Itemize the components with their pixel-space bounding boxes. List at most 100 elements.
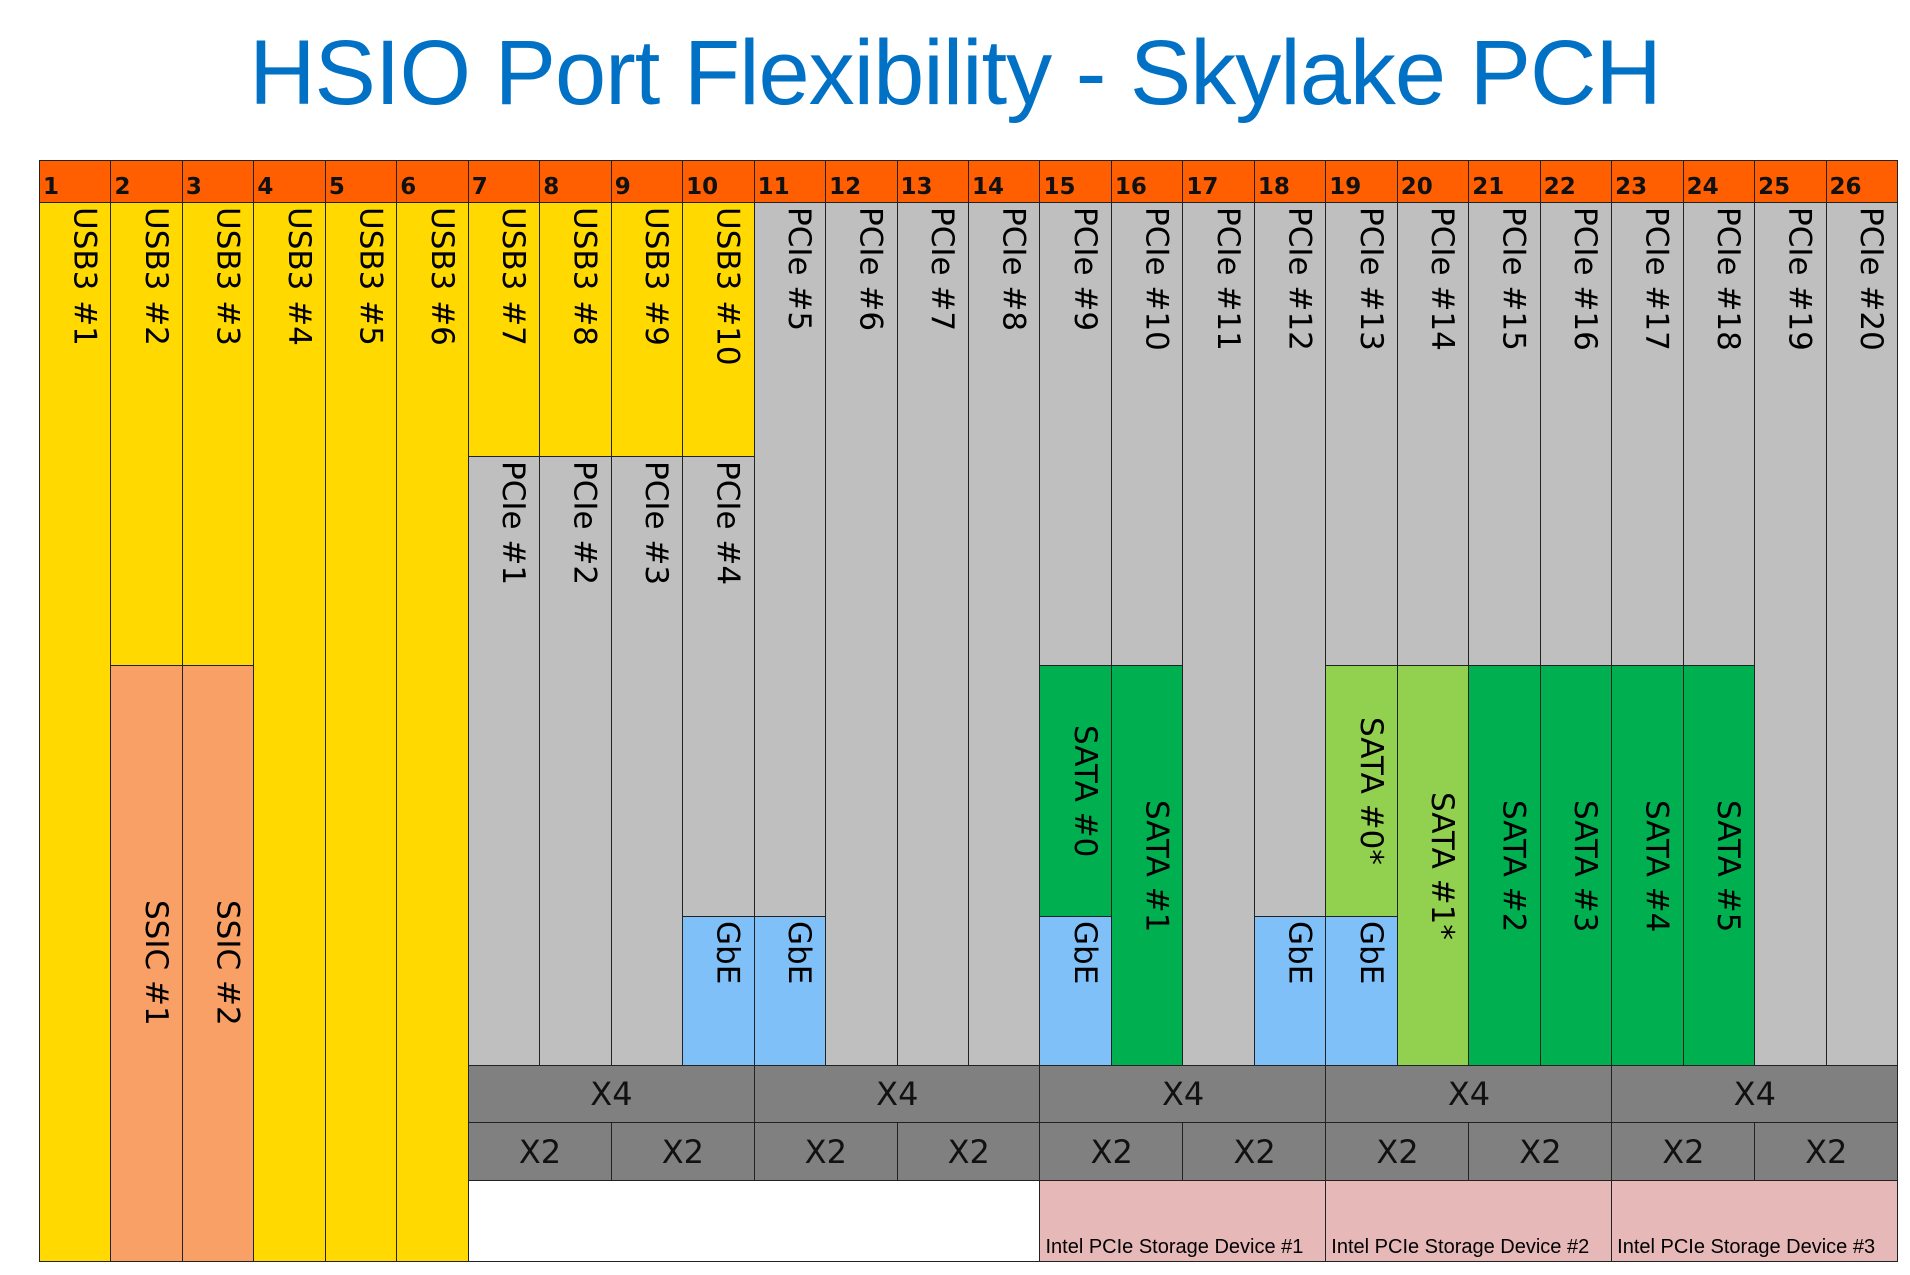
lane-function-pcie-label: PCIe #1	[495, 461, 532, 586]
lane-function-usb3-label: USB3 #4	[280, 207, 317, 346]
lane-number-header: 23	[1611, 160, 1685, 204]
lane-function-gbe: GbE	[682, 916, 756, 1067]
x4-link-group: X4	[1039, 1065, 1327, 1124]
lane-function-gbe-label: GbE	[781, 921, 818, 985]
lane-function-gbe-label: GbE	[709, 921, 746, 985]
lane-function-sata-label: SATA #1	[1138, 799, 1175, 932]
lane-number-header: 8	[539, 160, 613, 204]
lane-function-usb3-label: USB3 #3	[209, 207, 246, 346]
lane-function-pcie: PCIe #3	[610, 456, 684, 1067]
lane-function-pcie-label: PCIe #17	[1638, 207, 1675, 351]
lane-function-ssic: SSIC #1	[110, 665, 184, 1262]
lane-function-pcie: PCIe #14	[1396, 202, 1470, 667]
empty-storage-area	[467, 1180, 1041, 1262]
lane-function-usb3-label: USB3 #5	[352, 207, 389, 346]
lane-function-gbe: GbE	[1325, 916, 1399, 1067]
lane-number-header: 26	[1825, 160, 1899, 204]
lane-function-pcie-label: PCIe #2	[566, 461, 603, 586]
x2-link-group: X2	[753, 1122, 899, 1182]
lane-number-header: 14	[968, 160, 1041, 204]
lane-function-usb3-label: USB3 #1	[66, 207, 103, 346]
lane-number-header: 12	[825, 160, 899, 204]
lane-function-gbe-label: GbE	[1281, 921, 1318, 985]
lane-number-header: 2	[110, 160, 184, 204]
lane-number-header: 21	[1468, 160, 1542, 204]
x2-link-group: X2	[467, 1122, 613, 1182]
x4-link-group: X4	[753, 1065, 1041, 1124]
lane-function-pcie-label: PCIe #13	[1352, 207, 1389, 351]
lane-number-header: 22	[1539, 160, 1613, 204]
lane-function-pcie: PCIe #15	[1468, 202, 1542, 667]
lane-function-sata-alt-label: SATA #1*	[1424, 791, 1461, 940]
lane-function-pcie-label: PCIe #12	[1281, 207, 1318, 351]
lane-number-header: 9	[610, 160, 684, 204]
lane-function-sata-label: SATA #5	[1710, 799, 1747, 932]
pcie-storage-device: Intel PCIe Storage Device #1	[1039, 1180, 1327, 1262]
lane-function-gbe: GbE	[1253, 916, 1327, 1067]
pcie-storage-device: Intel PCIe Storage Device #3	[1611, 1180, 1899, 1262]
lane-function-sata: SATA #2	[1468, 665, 1542, 1067]
lane-function-pcie: PCIe #6	[825, 202, 899, 1067]
lane-function-usb3: USB3 #1	[39, 202, 112, 1262]
lane-number-header: 17	[1182, 160, 1256, 204]
lane-function-pcie-label: PCIe #4	[709, 461, 746, 586]
lane-function-pcie-label: PCIe #8	[995, 207, 1032, 332]
lane-function-pcie-label: PCIe #5	[781, 207, 818, 332]
lane-function-sata-label: SATA #0	[1066, 725, 1103, 858]
lane-function-usb3-label: USB3 #2	[137, 207, 174, 346]
lane-function-usb3: USB3 #4	[253, 202, 327, 1262]
lane-function-pcie-label: PCIe #6	[852, 207, 889, 332]
lane-function-usb3: USB3 #3	[181, 202, 255, 667]
lane-function-usb3-label: USB3 #8	[566, 207, 603, 346]
lane-function-pcie: PCIe #2	[539, 456, 613, 1067]
lane-number-header: 10	[682, 160, 756, 204]
lane-number-header: 11	[753, 160, 827, 204]
lane-function-gbe-label: GbE	[1352, 921, 1389, 985]
lane-function-usb3-label: USB3 #6	[423, 207, 460, 346]
lane-function-sata: SATA #4	[1611, 665, 1685, 1067]
lane-function-pcie-label: PCIe #3	[638, 461, 675, 586]
lane-function-pcie: PCIe #11	[1182, 202, 1256, 1067]
x4-link-group: X4	[467, 1065, 756, 1124]
lane-function-pcie: PCIe #10	[1110, 202, 1184, 667]
lane-function-ssic: SSIC #2	[181, 665, 255, 1262]
lane-function-pcie-label: PCIe #19	[1781, 207, 1818, 351]
lane-number-header: 16	[1110, 160, 1184, 204]
lane-function-pcie: PCIe #1	[467, 456, 541, 1067]
x2-link-group: X2	[1039, 1122, 1184, 1182]
lane-function-usb3: USB3 #7	[467, 202, 541, 458]
lane-function-gbe: GbE	[1039, 916, 1113, 1067]
x2-link-group: X2	[610, 1122, 756, 1182]
lane-function-pcie-label: PCIe #9	[1066, 207, 1103, 332]
lane-number-header: 1	[39, 160, 112, 204]
lane-function-usb3-label: USB3 #7	[495, 207, 532, 346]
lane-function-pcie: PCIe #19	[1754, 202, 1828, 1067]
lane-number-header: 25	[1754, 160, 1828, 204]
x2-link-group: X2	[1754, 1122, 1899, 1182]
lane-function-sata-alt: SATA #1*	[1396, 665, 1470, 1067]
lane-function-pcie-label: PCIe #20	[1853, 207, 1889, 351]
lane-function-sata: SATA #5	[1682, 665, 1756, 1067]
pcie-storage-device: Intel PCIe Storage Device #2	[1325, 1180, 1613, 1262]
x2-link-group: X2	[1182, 1122, 1327, 1182]
lane-function-pcie: PCIe #17	[1611, 202, 1685, 667]
lane-function-pcie: PCIe #5	[753, 202, 827, 918]
lane-function-pcie-label: PCIe #10	[1138, 207, 1175, 351]
lane-number-header: 19	[1325, 160, 1399, 204]
lane-function-usb3: USB3 #8	[539, 202, 613, 458]
lane-function-usb3: USB3 #9	[610, 202, 684, 458]
diagram-title: HSIO Port Flexibility - Skylake PCH	[249, 22, 1662, 124]
lane-function-pcie-label: PCIe #18	[1710, 207, 1747, 351]
x2-link-group: X2	[1325, 1122, 1470, 1182]
lane-function-ssic-label: SSIC #1	[137, 900, 174, 1027]
lane-function-pcie: PCIe #12	[1253, 202, 1327, 918]
lane-function-sata-label: SATA #3	[1567, 799, 1604, 932]
lane-number-header: 5	[324, 160, 398, 204]
x4-link-group: X4	[1611, 1065, 1899, 1124]
lane-function-usb3-label: USB3 #9	[638, 207, 675, 346]
lane-number-header: 20	[1396, 160, 1470, 204]
lane-function-usb3: USB3 #10	[682, 202, 756, 458]
x2-link-group: X2	[1468, 1122, 1613, 1182]
x4-link-group: X4	[1325, 1065, 1613, 1124]
lane-function-pcie: PCIe #18	[1682, 202, 1756, 667]
